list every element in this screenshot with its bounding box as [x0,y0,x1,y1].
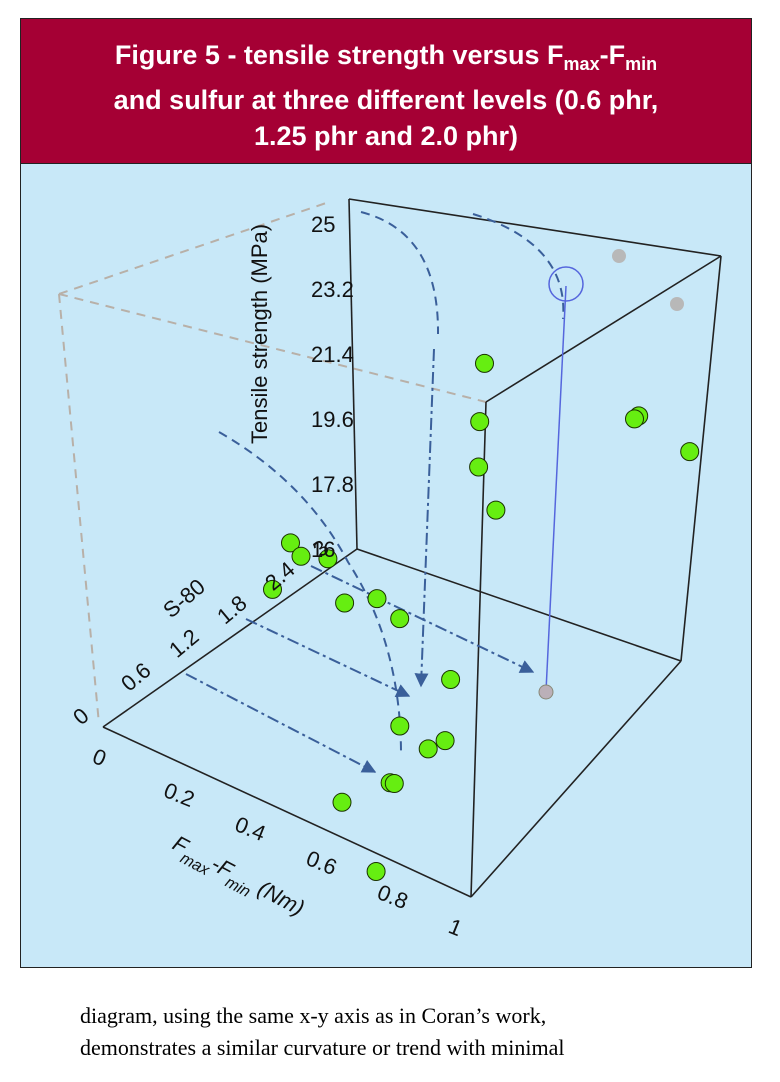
plot-area: 16 17.8 19.6 21.4 23.2 25 0 0.2 0.4 0.6 0.8 1 0 0.6 1.… [21,164,751,967]
z-tick-label: 16 [311,537,335,562]
data-point [384,774,404,793]
data-point [469,457,489,477]
z-axis-title: Tensile strength (MPa) [247,224,272,444]
projection-arrow [185,673,377,773]
box-edge [680,255,722,662]
tick-labels: 1617.819.621.423.22500.20.40.60.8100.61.… [68,212,466,941]
box-edge [102,548,358,728]
box-edge-marker [670,297,684,311]
caption-line-2: demonstrates a similar curvature or tren… [80,1035,565,1060]
highlight-connector [545,285,567,692]
box-edge [102,726,472,898]
x-axis-title-units: (Nm) [248,873,308,921]
data-point [366,862,386,881]
z-tick-label: 21.4 [311,342,354,367]
projection-arrows [185,348,535,773]
title-line-3: 1.25 phr and 2.0 phr) [253,121,519,151]
box-edge [348,198,722,257]
title-subscript-min: min [625,54,658,74]
box-edge [470,660,682,898]
x-tick-label: 0.8 [374,879,412,914]
data-point [281,533,300,553]
projected-point-marker [538,684,554,700]
z-tick-label: 17.8 [311,472,354,497]
data-point [486,500,506,520]
caption-line-1: diagram, using the same x-y axis as in C… [80,1003,547,1028]
x-tick-label: 0.4 [232,811,270,846]
data-point [470,412,490,432]
title-subscript-max: max [563,54,600,74]
data-point [318,549,338,569]
title-line-2: and sulfur at three different levels (0.… [113,85,659,115]
data-point [367,589,387,609]
x-tick-label: 0 [89,743,110,771]
scatter-3d-chart: 1617.819.621.423.22500.20.40.60.8100.61.… [58,198,722,941]
hidden-edge [58,293,100,725]
data-point [390,716,410,736]
data-point [291,546,311,566]
z-tick-label: 19.6 [311,407,354,432]
box-edge [356,548,682,662]
trend-curve [472,213,565,320]
box-edge [470,401,487,898]
box-edge [485,255,722,403]
box-edge [348,198,358,550]
data-point [390,609,410,629]
highlight-ring [548,266,584,302]
figure-frame: Figure 5 - tensile strength versus Fmax-… [20,18,752,968]
data-point [263,579,282,599]
body-caption: diagram, using the same x-y axis as in C… [80,1000,760,1064]
projection-arrow [245,618,411,697]
data-point [680,442,700,462]
title-text: Figure 5 - tensile strength versus F [114,40,564,70]
y-axis-title: S-80 [158,574,210,623]
y-tick-label: 0 [68,703,93,730]
x-tick-label: 0.6 [303,845,341,880]
y-tick-label: 0.6 [116,657,156,696]
z-tick-label: 25 [311,212,335,237]
data-point [625,409,644,429]
data-point [335,593,355,613]
title-text-mid: -F [599,40,626,70]
z-tick-label: 23.2 [311,277,354,302]
title-line-1: Figure 5 - tensile strength versus Fmax-… [21,37,751,82]
data-point [475,353,494,373]
x-tick-label: 0.2 [160,777,198,812]
data-point [441,670,461,689]
projection-arrow [310,565,535,673]
x-axis-title: Fmax-Fmin (Nm) [165,830,308,926]
box-edges [102,198,722,898]
data-points [263,353,700,881]
projection-arrow [414,348,435,688]
hidden-edge [58,201,330,295]
y-tick-label: 1.8 [212,590,252,629]
x-axis-title-sub-max: max [177,850,213,880]
x-tick-label: 1 [445,913,466,941]
y-tick-label: 1.2 [164,624,204,663]
data-point [332,792,352,812]
hidden-box-edges [58,201,487,725]
data-point [418,739,438,759]
trend-curve [360,211,440,335]
box-edge-marker [612,249,626,263]
figure-title: Figure 5 - tensile strength versus Fmax-… [21,19,751,164]
hidden-edge [58,293,487,403]
data-point [435,731,455,751]
